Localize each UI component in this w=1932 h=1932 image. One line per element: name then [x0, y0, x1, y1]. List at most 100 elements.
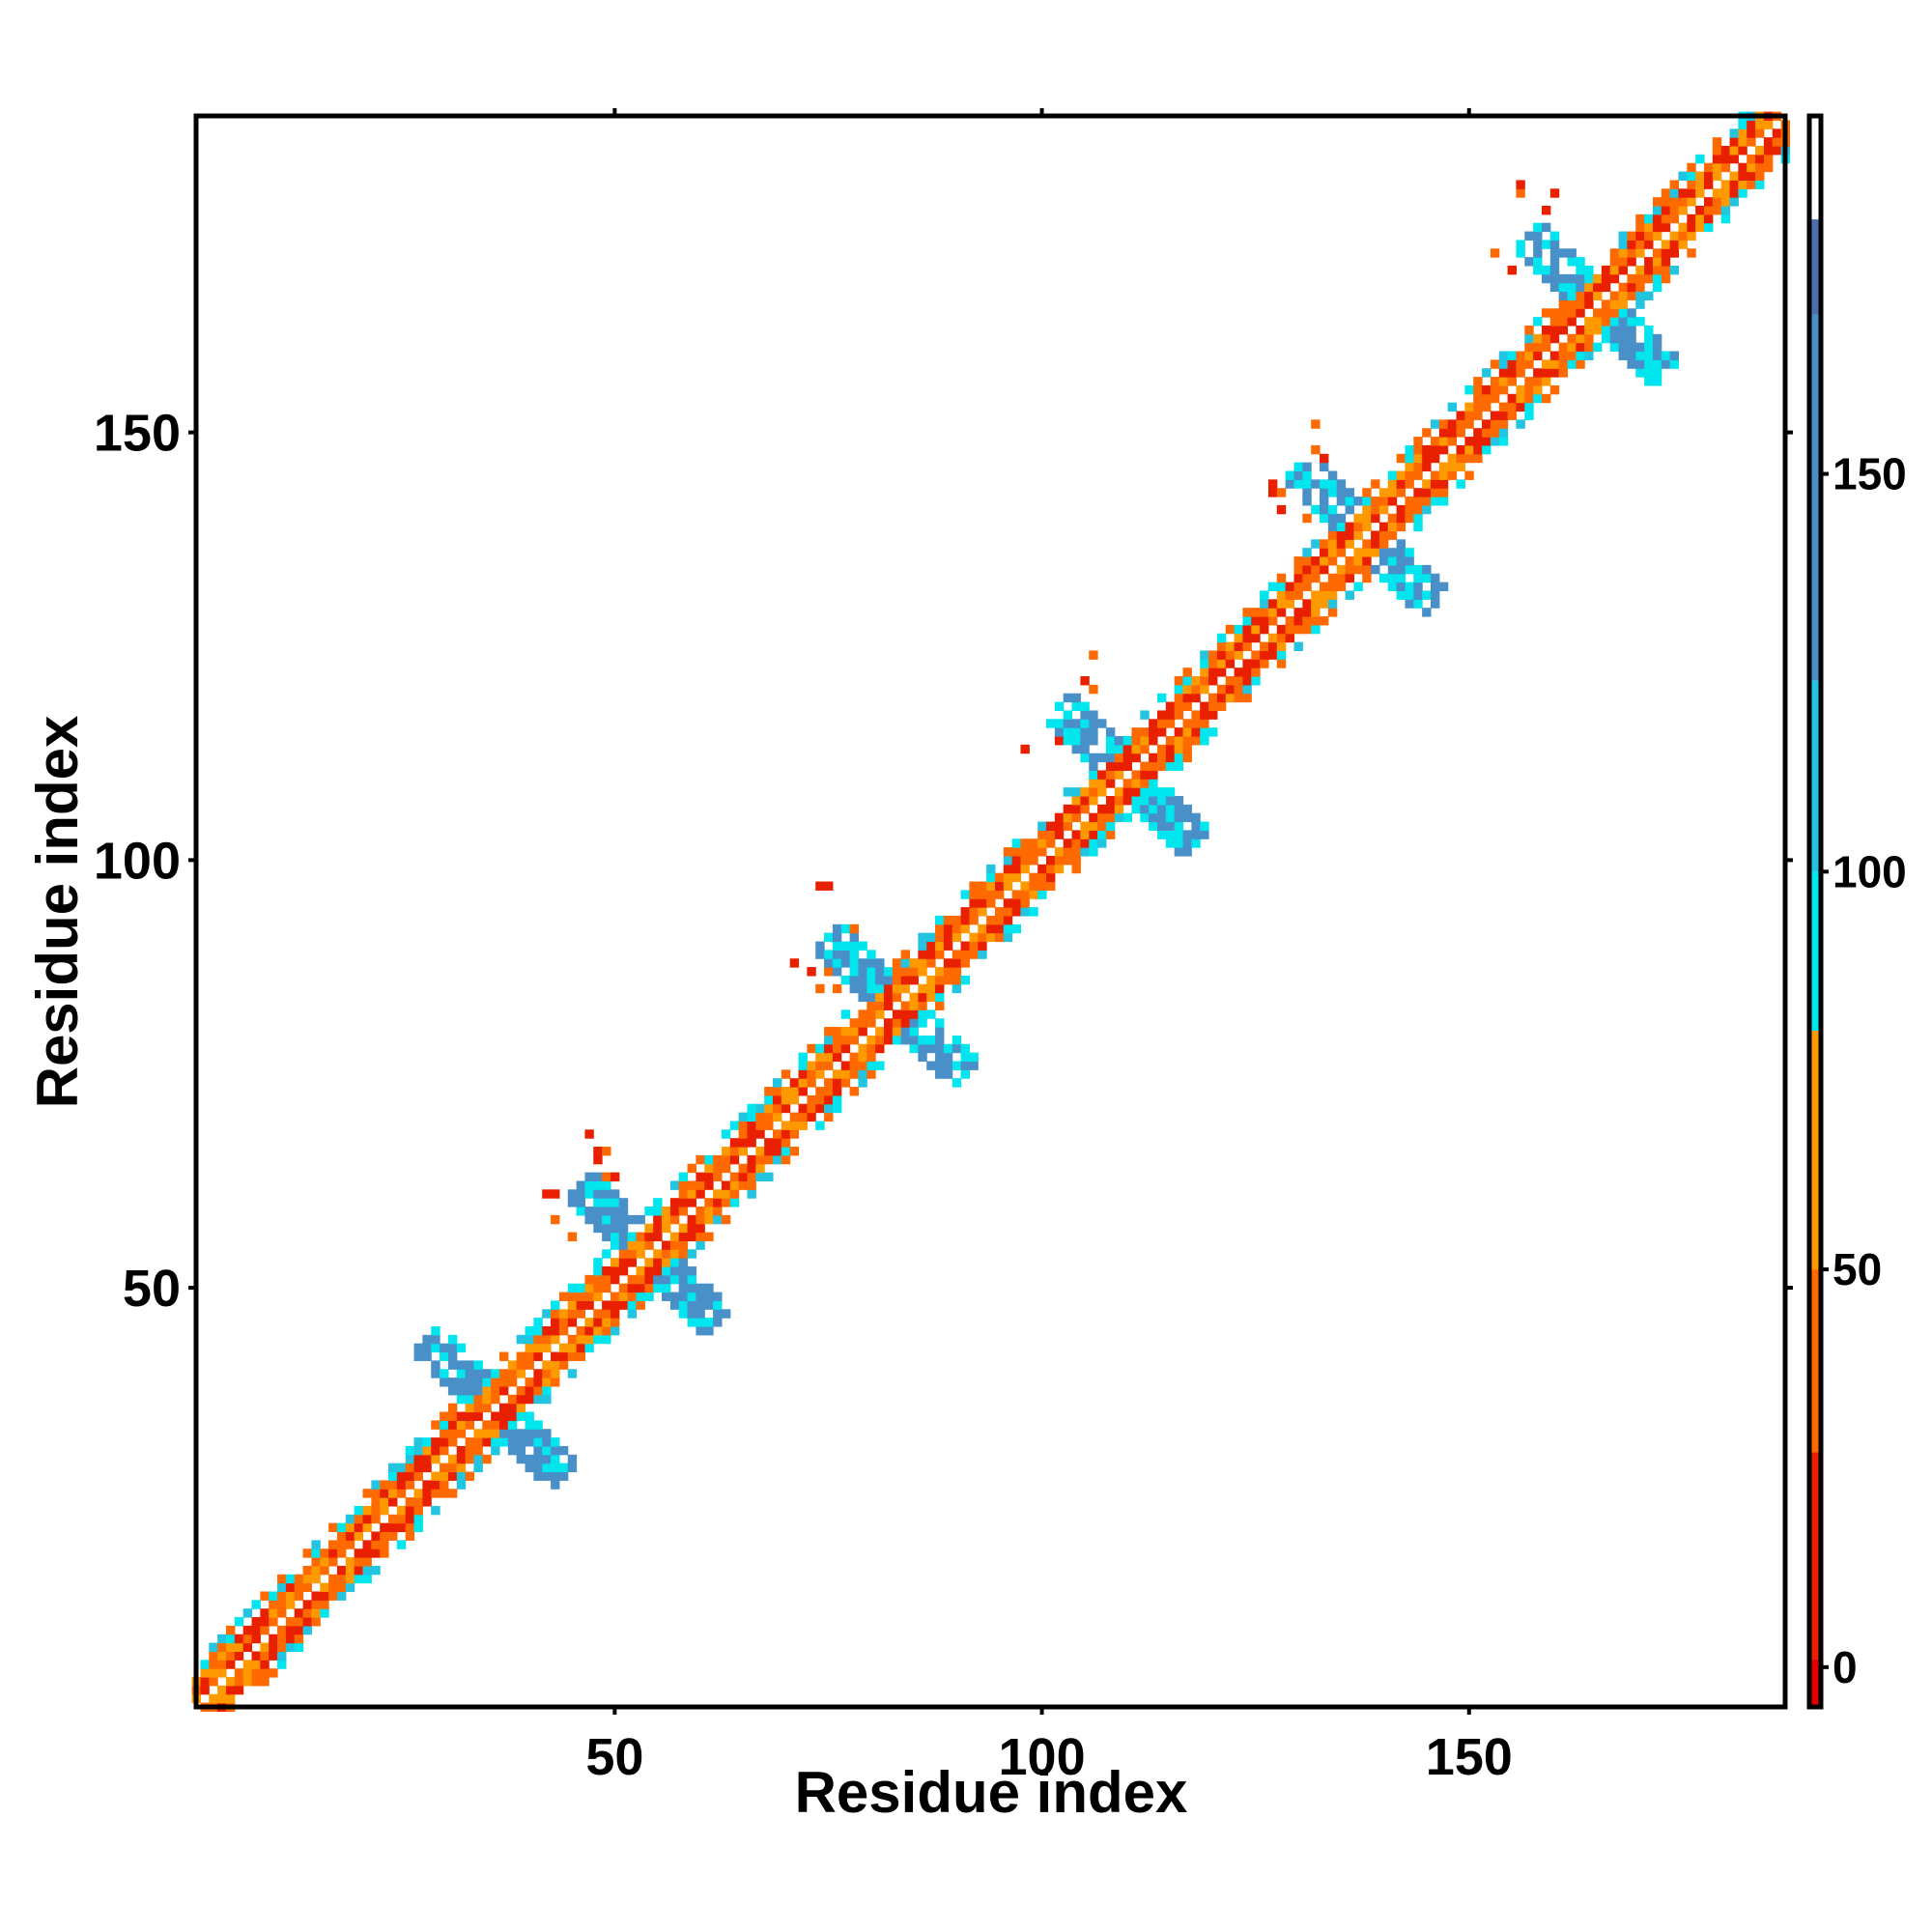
heatmap-cell — [824, 950, 834, 959]
heatmap-cell — [1387, 497, 1398, 506]
heatmap-cell — [849, 950, 859, 959]
heatmap-cell — [558, 1351, 569, 1361]
heatmap-cell — [491, 1378, 500, 1387]
heatmap-cell — [849, 932, 859, 943]
heatmap-cell — [1302, 470, 1312, 480]
heatmap-cell — [1046, 719, 1056, 728]
heatmap-cell — [584, 1300, 594, 1310]
heatmap-cell — [465, 1369, 475, 1378]
heatmap-cell — [1149, 719, 1158, 728]
heatmap-cell — [1549, 333, 1560, 344]
heatmap-cell — [602, 1232, 611, 1241]
heatmap-cell — [1601, 282, 1611, 293]
heatmap-cell — [345, 1522, 355, 1533]
heatmap-cell — [704, 1232, 714, 1241]
heatmap-cell — [875, 1027, 885, 1037]
heatmap-cell — [260, 1591, 270, 1601]
heatmap-cell — [696, 1207, 705, 1216]
heatmap-cell — [1558, 359, 1569, 369]
heatmap-cell — [849, 967, 859, 977]
heatmap-cell — [1695, 171, 1705, 181]
heatmap-cell — [405, 1463, 415, 1473]
heatmap-cell — [260, 1625, 270, 1635]
heatmap-cell — [1669, 240, 1680, 249]
heatmap-cell — [1140, 761, 1150, 771]
heatmap-cell — [1285, 624, 1295, 635]
heatmap-cell — [1413, 599, 1423, 609]
heatmap-cell — [943, 915, 953, 925]
heatmap-cell — [755, 1163, 765, 1174]
heatmap-cell — [533, 1463, 543, 1473]
heatmap-cell — [260, 1677, 270, 1687]
heatmap-cell — [960, 1043, 970, 1054]
heatmap-cell — [533, 1318, 543, 1327]
heatmap-cell — [636, 1214, 645, 1225]
heatmap-cell — [269, 1651, 278, 1661]
heatmap-cell — [551, 1463, 560, 1473]
heatmap-cell — [1747, 180, 1756, 189]
heatmap-cell — [558, 1360, 569, 1370]
heatmap-cell — [388, 1471, 398, 1481]
heatmap-cell — [747, 1112, 756, 1122]
heatmap-cell — [1345, 488, 1354, 497]
heatmap-cell — [567, 1369, 578, 1378]
heatmap-cell — [755, 1154, 765, 1165]
heatmap-cell — [815, 1069, 825, 1079]
heatmap-cell — [1712, 146, 1722, 156]
heatmap-cell — [918, 992, 927, 1003]
heatmap-cell — [1516, 402, 1525, 412]
heatmap-cell — [1122, 753, 1133, 763]
heatmap-cell — [858, 983, 867, 994]
heatmap-cell — [584, 1274, 594, 1285]
heatmap-cell — [1490, 428, 1500, 438]
heatmap-cell — [440, 1369, 449, 1378]
heatmap-cell — [1114, 804, 1124, 814]
heatmap-cell — [1490, 437, 1500, 446]
heatmap-cell — [1430, 488, 1440, 497]
heatmap-cell — [1507, 359, 1517, 369]
heatmap-cell — [1156, 795, 1167, 806]
heatmap-cell — [584, 1325, 594, 1336]
heatmap-cell — [1174, 761, 1184, 771]
heatmap-cell — [225, 1693, 236, 1704]
heatmap-cell — [311, 1565, 321, 1576]
heatmap-cell — [405, 1480, 415, 1490]
heatmap-cell — [696, 1283, 705, 1293]
heatmap-cell — [602, 1334, 611, 1345]
heatmap-cell — [618, 1214, 629, 1225]
heatmap-cell — [909, 1009, 919, 1019]
heatmap-cell — [798, 1112, 808, 1122]
heatmap-cell — [1755, 154, 1765, 164]
heatmap-cell — [815, 1061, 825, 1070]
heatmap-cell — [960, 950, 970, 959]
heatmap-cell — [1276, 582, 1287, 592]
heatmap-cell — [242, 1608, 253, 1618]
heatmap-cell — [1327, 488, 1338, 497]
x-axis-title: Residue index — [795, 1760, 1188, 1825]
heatmap-cell — [1533, 351, 1543, 360]
heatmap-cell — [516, 1360, 526, 1370]
heatmap-cell — [669, 1258, 680, 1267]
heatmap-cell — [824, 958, 834, 968]
heatmap-cell — [960, 907, 970, 917]
heatmap-cell — [422, 1454, 432, 1464]
heatmap-cell — [1156, 693, 1167, 703]
heatmap-cell — [755, 1103, 765, 1114]
heatmap-cell — [994, 872, 1005, 883]
heatmap-cell — [840, 1043, 851, 1054]
heatmap-cell — [1738, 162, 1747, 173]
heatmap-cell — [875, 1009, 885, 1019]
heatmap-cell — [1114, 812, 1124, 823]
heatmap-cell — [473, 1394, 483, 1405]
heatmap-cell — [1738, 171, 1747, 181]
heatmap-cell — [251, 1634, 261, 1644]
heatmap-cell — [1097, 830, 1107, 839]
heatmap-cell — [1063, 855, 1073, 866]
heatmap-cell — [456, 1463, 467, 1473]
heatmap-cell — [431, 1505, 440, 1516]
heatmap-cell — [1549, 325, 1560, 335]
heatmap-cell — [1541, 222, 1551, 233]
heatmap-cell — [1498, 428, 1509, 438]
heatmap-cell — [1635, 248, 1645, 258]
heatmap-cell — [918, 1052, 927, 1063]
